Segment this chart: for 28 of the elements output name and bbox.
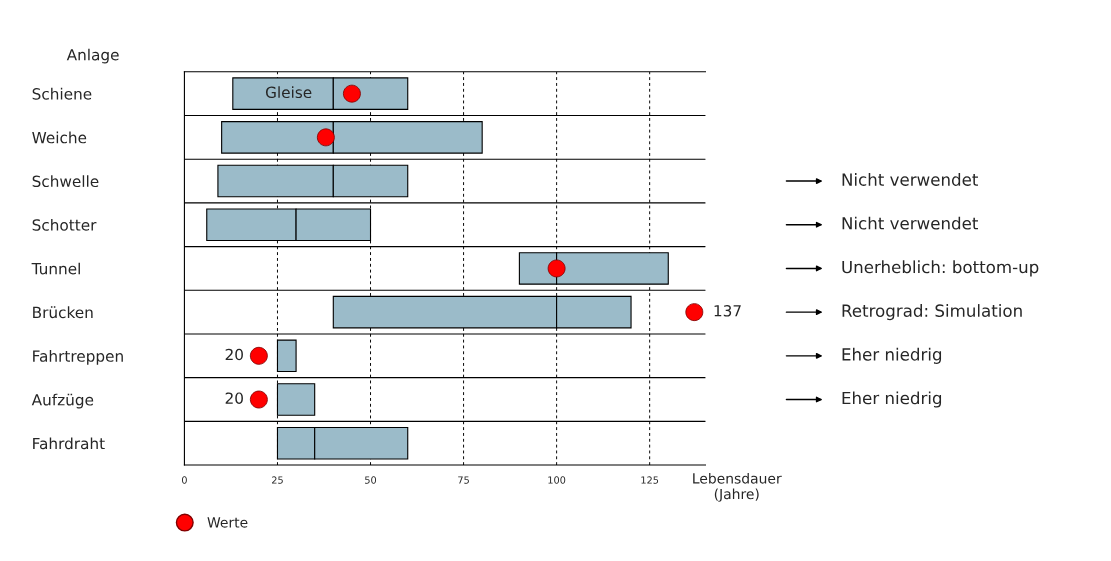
x-tick-label: 125 bbox=[641, 476, 659, 484]
y-axis-title: Anlage bbox=[66, 48, 119, 64]
data-label: 20 bbox=[225, 348, 243, 361]
annotation: Gleise bbox=[265, 86, 312, 99]
x-tick-label: 25 bbox=[272, 476, 283, 484]
text: Nicht verwendet bbox=[842, 216, 978, 230]
y-tick-label: Schiene bbox=[32, 87, 92, 100]
text: Nicht verwendet bbox=[842, 172, 978, 186]
y-tick-label: Weiche bbox=[32, 131, 87, 144]
text: Eher niedrig bbox=[842, 391, 942, 408]
x-tick-label: 50 bbox=[365, 476, 377, 484]
legend-label: Werte bbox=[207, 517, 248, 528]
y-tick-label: Schotter bbox=[32, 218, 97, 231]
x-axis-title: Lebensdauer (Jahre) bbox=[693, 472, 782, 502]
y-tick-label: Fahrtreppen bbox=[33, 350, 123, 365]
text: Unerheblich: bottom-up bbox=[842, 260, 1039, 277]
x-tick-label: 75 bbox=[458, 476, 469, 484]
y-tick-label: Fahrdraht bbox=[33, 437, 105, 450]
data-label: 137 bbox=[714, 305, 741, 317]
text: Eher niedrig bbox=[842, 347, 942, 364]
y-tick-label: Brücken bbox=[33, 306, 93, 319]
x-tick-label: 0 bbox=[181, 476, 187, 484]
text: Retrograd: Simulation bbox=[842, 304, 1022, 321]
y-tick-label: Schwelle bbox=[32, 175, 99, 188]
data-label: 20 bbox=[225, 392, 243, 404]
y-tick-label: Tunnel bbox=[31, 262, 80, 275]
x-tick-label: 100 bbox=[548, 476, 566, 484]
y-tick-label: Aufzüge bbox=[31, 393, 94, 409]
